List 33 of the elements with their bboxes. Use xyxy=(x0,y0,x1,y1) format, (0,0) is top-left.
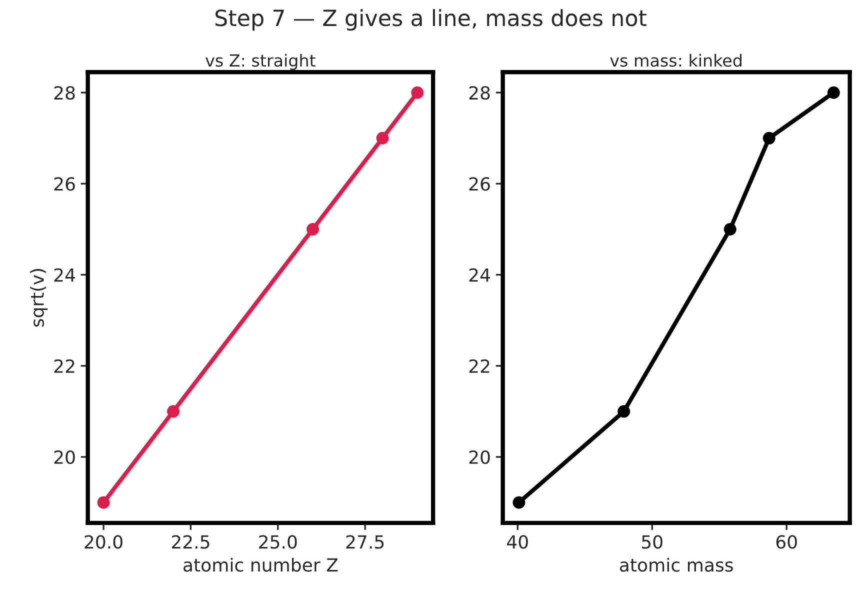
chart-title: Step 7 — Z gives a line, mass does not xyxy=(215,9,646,31)
point xyxy=(827,86,840,99)
y-tick-label: 26 xyxy=(469,177,490,191)
y-tick-label: 28 xyxy=(54,86,75,100)
y-tick-label: 20 xyxy=(54,450,75,464)
y-axis-title: sqrt(v) xyxy=(30,269,48,327)
y-tick-label: 20 xyxy=(469,450,490,464)
x-tick-label: 40 xyxy=(507,535,528,549)
point xyxy=(306,222,320,236)
chart-subtitle: vs mass: kinked xyxy=(610,54,742,67)
point xyxy=(376,132,389,144)
x-tick-label: 27.5 xyxy=(346,535,384,549)
point xyxy=(724,222,736,236)
x-tick-label: 50 xyxy=(642,535,662,549)
y-tick-label: 22 xyxy=(469,359,490,373)
x-tick-label: 25.0 xyxy=(259,535,297,549)
point xyxy=(512,496,526,509)
chart-subtitle: vs Z: straight xyxy=(206,54,316,70)
y-tick-label: 28 xyxy=(469,86,490,100)
x-tick-label: 22.5 xyxy=(172,535,210,549)
point xyxy=(618,405,630,418)
y-tick-label: 22 xyxy=(54,359,74,373)
y-tick-label: 24 xyxy=(54,268,76,282)
x-axis-title: atomic mass xyxy=(620,558,733,572)
x-tick-label: 60 xyxy=(776,535,797,549)
y-tick-label: 24 xyxy=(469,268,490,282)
point xyxy=(97,496,110,509)
x-tick-label: 20.0 xyxy=(84,535,122,549)
y-tick-label: 26 xyxy=(54,177,75,191)
x-axis-title: atomic number Z xyxy=(184,558,338,572)
point xyxy=(762,132,776,144)
point xyxy=(167,405,180,418)
point xyxy=(411,86,424,99)
